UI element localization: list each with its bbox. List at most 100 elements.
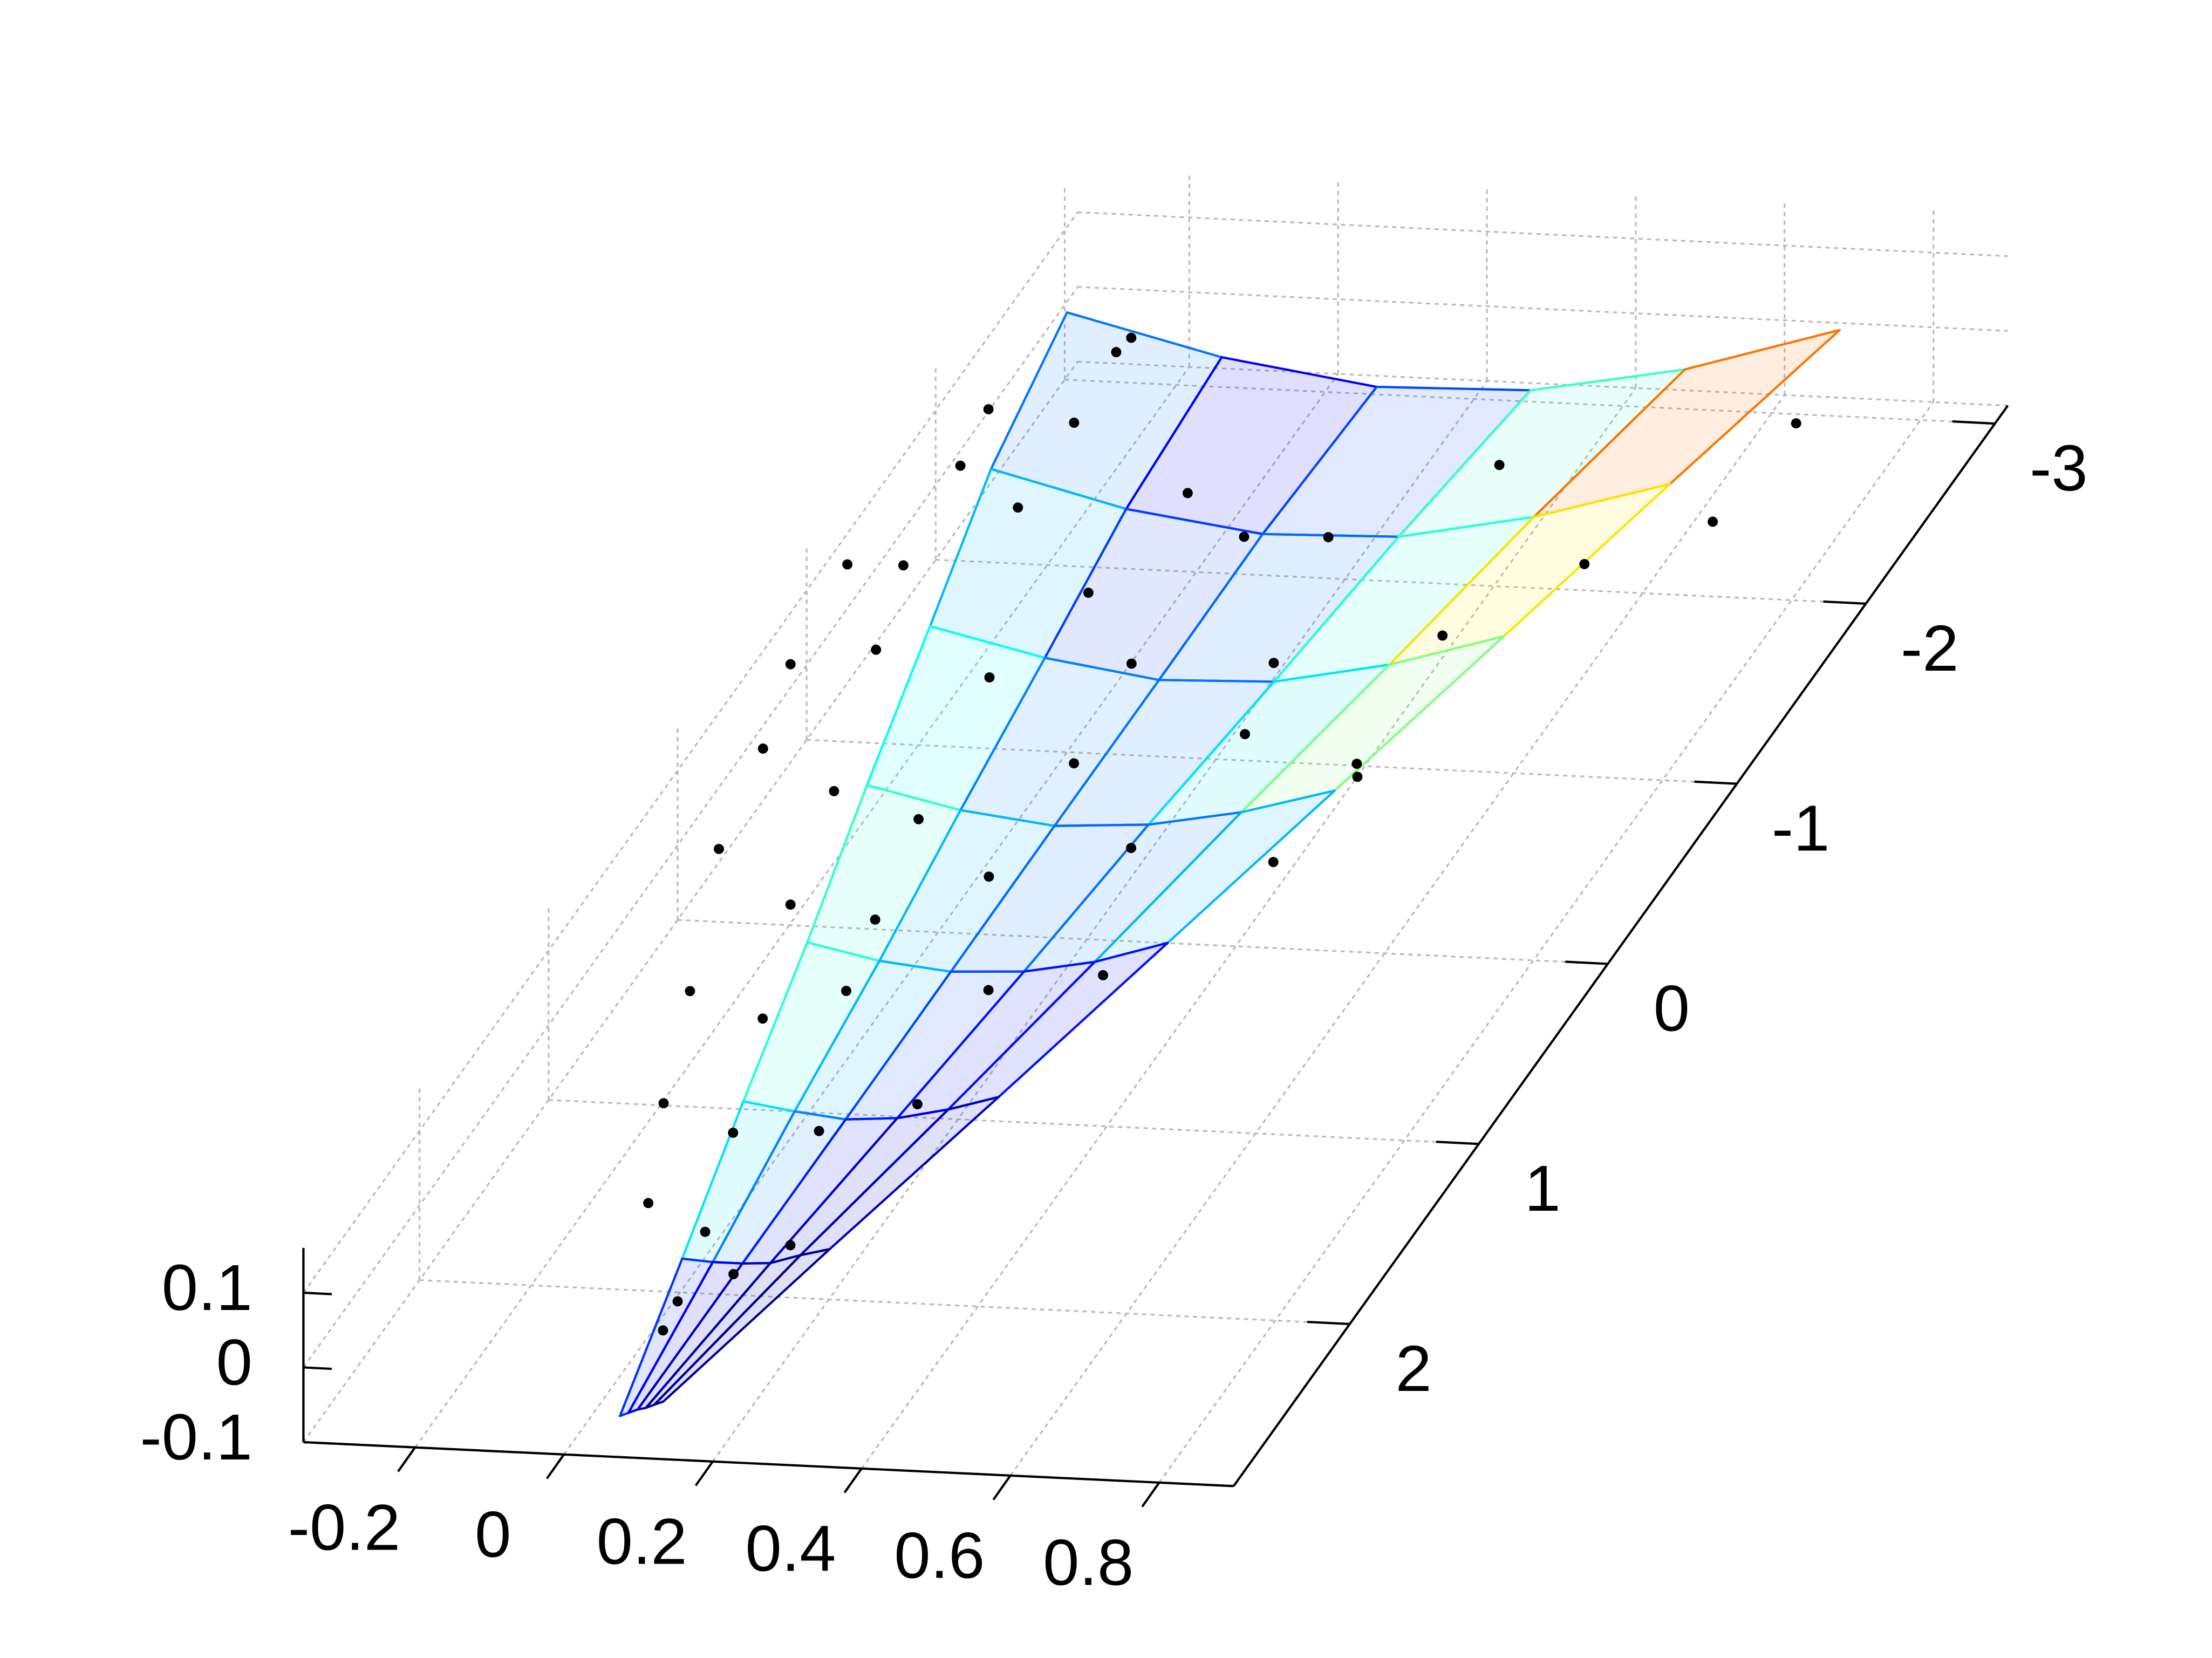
scatter-point	[983, 985, 994, 995]
scatter-point	[1098, 970, 1108, 980]
y-tick-label: 2	[1395, 1332, 1431, 1405]
scatter-point	[785, 899, 796, 910]
scatter-point	[1182, 488, 1193, 499]
scatter-point	[842, 559, 853, 570]
surface-cell	[653, 1248, 831, 1406]
scatter-point	[983, 404, 994, 415]
scatter-point	[912, 1099, 923, 1110]
y-tick-label: 0	[1654, 972, 1690, 1045]
scatter-point	[1708, 516, 1718, 527]
scatter-point	[984, 672, 995, 683]
scatter-point	[757, 743, 768, 754]
x-tick	[992, 1475, 1012, 1500]
grid-line	[548, 1099, 1479, 1145]
scatter-point	[785, 1240, 796, 1251]
scatter-point	[1351, 759, 1362, 769]
grid-line	[677, 919, 1608, 965]
z-tick	[303, 1366, 332, 1370]
scatter-point	[658, 1098, 669, 1109]
scatter-point	[913, 814, 924, 824]
grid-layer	[303, 172, 2008, 1483]
y-tick	[1694, 780, 1737, 785]
grid-line	[712, 380, 1488, 1462]
scatter-point	[728, 1128, 739, 1138]
x-tick	[843, 1468, 863, 1493]
scatter-point	[1494, 460, 1505, 470]
x-axis-line	[303, 1441, 1234, 1488]
x-tick-label: 0.8	[1043, 1526, 1134, 1599]
grid-line	[1064, 379, 1995, 425]
scatter-point	[898, 560, 909, 571]
scatter-point	[672, 1296, 683, 1307]
scatter-point	[643, 1198, 654, 1209]
z-tick-label: -0.1	[140, 1401, 252, 1473]
scatter-point	[1437, 630, 1448, 641]
y-tick	[1436, 1141, 1479, 1145]
y-tick-label: -1	[1772, 792, 1829, 865]
scatter-point	[1126, 843, 1136, 854]
y-tick-label: -2	[1901, 612, 1958, 685]
y-tick-label: 1	[1525, 1152, 1561, 1225]
grid-line	[1009, 394, 1786, 1476]
y-tick	[1952, 420, 1995, 425]
x-tick-label: -0.2	[288, 1491, 400, 1564]
scatter-point	[1268, 857, 1279, 868]
x-tick	[397, 1447, 417, 1472]
scatter-point	[658, 1325, 668, 1336]
grid-line	[1077, 286, 2008, 332]
scatter-point	[1240, 729, 1251, 740]
x-tick	[1141, 1482, 1160, 1507]
z-tick	[303, 1441, 332, 1445]
scatter-point	[984, 871, 994, 882]
x-tick-label: 0.4	[745, 1512, 836, 1585]
scatter-point	[1083, 588, 1094, 598]
scatter-point	[955, 460, 966, 471]
y-tick	[1565, 960, 1608, 965]
scatter-point	[728, 1269, 739, 1279]
scatter-point	[1069, 758, 1080, 769]
scatter-point	[1791, 418, 1801, 429]
surface-layer	[618, 311, 1841, 1417]
scatter-point	[1126, 658, 1137, 669]
scatter-point	[1268, 658, 1279, 668]
grid-line	[414, 366, 1190, 1448]
grid-line	[1158, 401, 1934, 1483]
y-tick-label: -3	[2030, 432, 2087, 504]
y-axis-line	[1232, 405, 2009, 1487]
scatter-point	[870, 914, 880, 925]
y-tick	[1307, 1320, 1350, 1326]
scatter-point	[714, 844, 724, 855]
grid-line	[303, 286, 1078, 1368]
scatter-point	[785, 659, 796, 670]
scatter-point	[1239, 531, 1250, 542]
z-tick-label: 0	[216, 1326, 252, 1398]
scatter-point	[841, 986, 851, 997]
grid-line	[303, 211, 1078, 1293]
grid-line	[861, 387, 1637, 1469]
grid-line	[807, 739, 1737, 785]
y-tick	[1823, 600, 1866, 605]
scatter-point	[1352, 772, 1363, 782]
scatter-point	[1323, 532, 1334, 543]
scatter-layer	[643, 332, 1801, 1336]
scatter-point	[814, 1125, 824, 1136]
grid-line	[1077, 360, 2008, 407]
scatter-point	[1069, 418, 1080, 428]
scatter-point	[1126, 332, 1137, 343]
scatter-point	[829, 786, 839, 796]
grid-line	[419, 1279, 1350, 1325]
scatter-point	[1013, 502, 1023, 513]
x-tick-label: 0.2	[597, 1505, 687, 1578]
scatter-point	[757, 1013, 768, 1024]
x-tick-label: 0	[475, 1498, 511, 1571]
scatter-point	[700, 1226, 711, 1237]
scatter-point	[1579, 559, 1590, 570]
grid-line	[563, 373, 1339, 1455]
x-tick-label: 0.6	[894, 1519, 985, 1592]
scatter-point	[1111, 347, 1122, 358]
scatter-point	[871, 644, 882, 655]
